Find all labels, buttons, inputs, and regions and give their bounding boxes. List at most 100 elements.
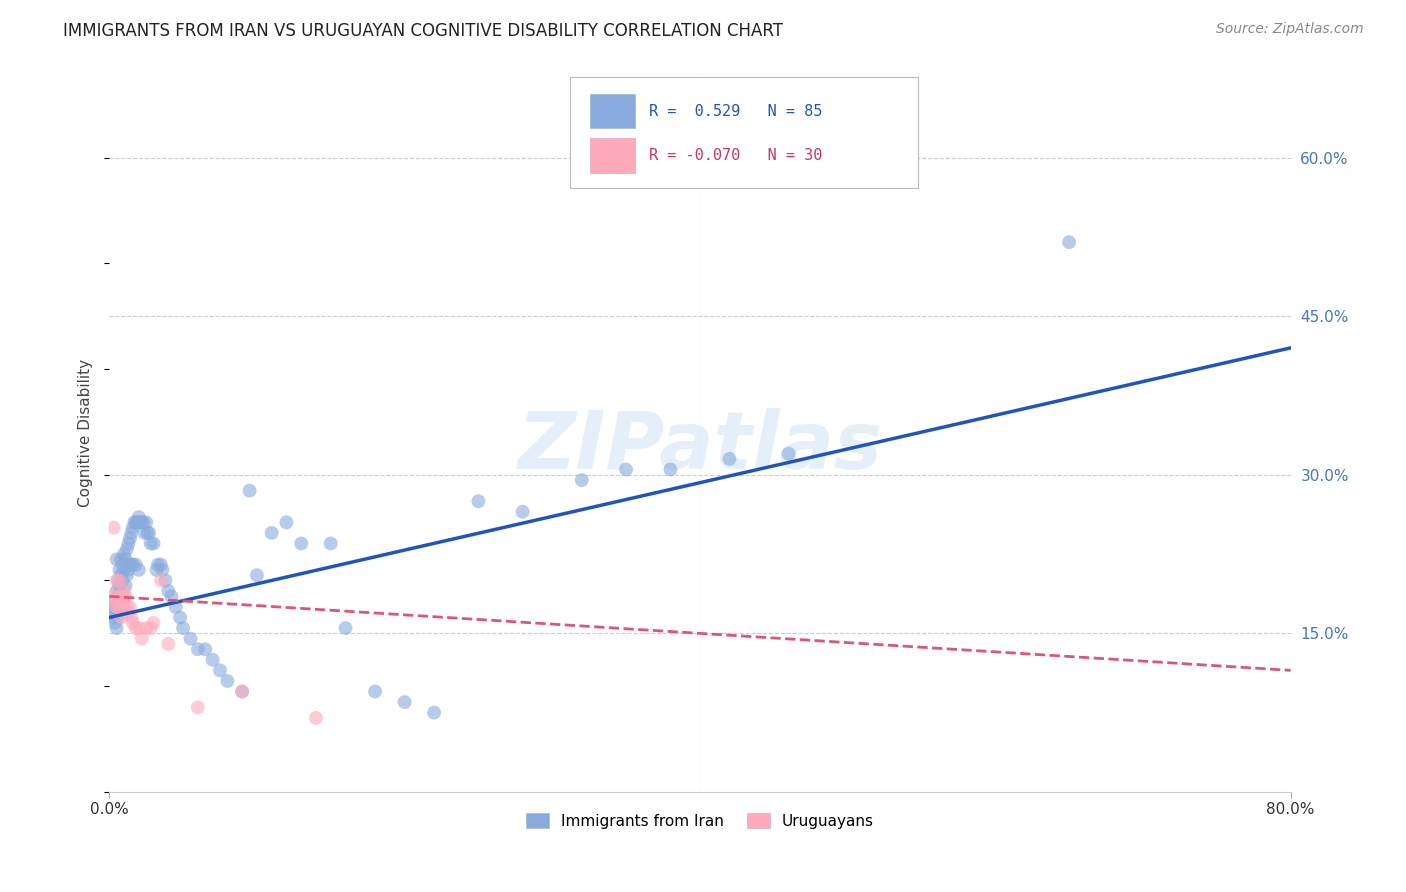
Point: [110, 590, 132, 604]
Point: [114, 552, 136, 566]
Point: [157, 637, 180, 651]
Point: [155, 574, 177, 588]
Point: [260, 525, 283, 540]
Point: [122, 615, 145, 630]
Point: [104, 605, 127, 619]
Point: [122, 521, 145, 535]
Point: [423, 706, 446, 720]
Point: [135, 621, 157, 635]
Point: [231, 684, 253, 698]
Point: [512, 505, 534, 519]
Point: [108, 579, 131, 593]
Point: [778, 447, 800, 461]
Point: [305, 711, 328, 725]
Point: [118, 599, 141, 614]
Point: [107, 590, 129, 604]
Point: [114, 590, 136, 604]
Point: [125, 558, 148, 572]
Point: [135, 516, 157, 530]
Point: [290, 536, 312, 550]
Point: [125, 516, 148, 530]
Point: [138, 525, 160, 540]
Legend: Immigrants from Iran, Uruguayans: Immigrants from Iran, Uruguayans: [520, 806, 880, 835]
Text: IMMIGRANTS FROM IRAN VS URUGUAYAN COGNITIVE DISABILITY CORRELATION CHART: IMMIGRANTS FROM IRAN VS URUGUAYAN COGNIT…: [63, 22, 783, 40]
Point: [120, 525, 142, 540]
Point: [128, 621, 150, 635]
Text: ZIPatlas: ZIPatlas: [517, 408, 883, 486]
Point: [231, 684, 253, 698]
Point: [101, 599, 124, 614]
FancyBboxPatch shape: [569, 77, 918, 188]
Point: [132, 516, 155, 530]
Point: [108, 599, 131, 614]
Point: [172, 621, 194, 635]
Point: [467, 494, 489, 508]
Point: [169, 610, 191, 624]
Point: [136, 525, 159, 540]
Point: [571, 473, 593, 487]
Point: [246, 568, 269, 582]
Point: [134, 525, 156, 540]
Point: [112, 590, 135, 604]
Point: [139, 536, 162, 550]
Bar: [591, 138, 636, 173]
Point: [217, 673, 239, 688]
Point: [117, 563, 139, 577]
Point: [105, 552, 128, 566]
Point: [394, 695, 416, 709]
Point: [107, 590, 129, 604]
Point: [101, 590, 124, 604]
Point: [125, 621, 148, 635]
Point: [111, 574, 134, 588]
Point: [187, 700, 209, 714]
Point: [149, 558, 172, 572]
Point: [110, 552, 132, 566]
Point: [187, 642, 209, 657]
Point: [103, 594, 125, 608]
Point: [111, 590, 134, 604]
Point: [165, 599, 187, 614]
Point: [194, 642, 217, 657]
Point: [110, 568, 132, 582]
Point: [128, 510, 150, 524]
Point: [201, 653, 224, 667]
Point: [157, 584, 180, 599]
Point: [179, 632, 201, 646]
Point: [103, 610, 125, 624]
Point: [122, 558, 145, 572]
Point: [110, 590, 132, 604]
Point: [238, 483, 260, 498]
Point: [103, 521, 125, 535]
Point: [115, 541, 138, 556]
Point: [111, 558, 134, 572]
Point: [108, 574, 131, 588]
Point: [104, 594, 127, 608]
Point: [718, 451, 741, 466]
Point: [142, 536, 165, 550]
Point: [112, 547, 135, 561]
Point: [110, 610, 132, 624]
Point: [319, 536, 342, 550]
Point: [104, 615, 127, 630]
Point: [115, 599, 138, 614]
Text: Source: ZipAtlas.com: Source: ZipAtlas.com: [1216, 22, 1364, 37]
Point: [105, 584, 128, 599]
Point: [149, 574, 172, 588]
Point: [152, 563, 174, 577]
Point: [120, 558, 142, 572]
Point: [1057, 235, 1080, 249]
Point: [142, 615, 165, 630]
Point: [335, 621, 357, 635]
Point: [208, 664, 231, 678]
Point: [112, 563, 135, 577]
Point: [118, 558, 141, 572]
Point: [129, 516, 152, 530]
Point: [659, 462, 682, 476]
Point: [364, 684, 387, 698]
Point: [614, 462, 637, 476]
Point: [160, 590, 183, 604]
Point: [105, 574, 128, 588]
Point: [112, 584, 135, 599]
Point: [124, 516, 146, 530]
Point: [128, 563, 150, 577]
